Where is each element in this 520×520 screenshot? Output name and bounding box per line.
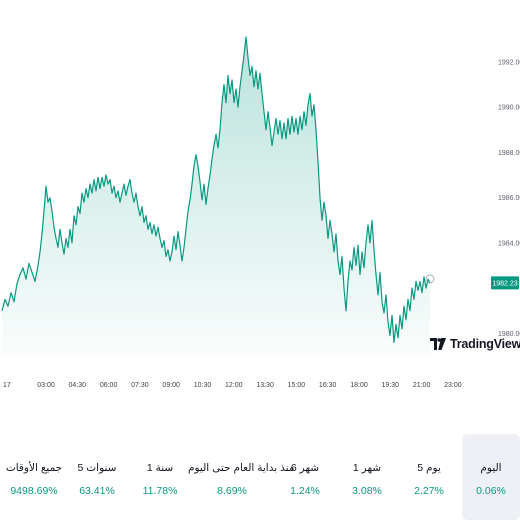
tradingview-logo[interactable]: TradingView (430, 333, 520, 355)
x-tick-label: 10:30 (194, 382, 212, 389)
price-area-fill (2, 37, 430, 356)
period-all-time[interactable]: جميع الأوقات 9498.69% (0, 434, 68, 520)
period-change: 63.41% (79, 485, 115, 497)
y-tick-label: 1990.00 (498, 105, 520, 112)
price-chart[interactable]: 1992.00 1990.00 1988.00 1986.00 1984.00 1980.… (0, 0, 520, 400)
x-tick-label: 17 (3, 382, 11, 389)
period-label: 6 شهر (290, 462, 320, 474)
period-change: 3.08% (352, 485, 382, 497)
x-tick-label: 12:00 (225, 382, 243, 389)
x-tick-label: 03:00 (37, 382, 55, 389)
period-ytd[interactable]: منذ بداية العام حتى اليوم 8.69% (188, 434, 295, 520)
period-label: منذ بداية العام حتى اليوم (188, 462, 295, 474)
x-tick-label: 16:30 (319, 382, 337, 389)
tradingview-logo-icon (430, 338, 446, 350)
x-tick-label: 06:00 (100, 382, 118, 389)
x-tick-label: 13:30 (256, 382, 274, 389)
period-5-day[interactable]: 5 يوم 2.27% (400, 434, 458, 520)
x-axis: 17 03:00 04:30 06:00 07:30 09:00 10:30 12:00 13:… (3, 382, 462, 389)
period-change: 11.78% (142, 485, 178, 497)
price-line (1, 36, 431, 343)
x-tick-label: 07:30 (131, 382, 149, 389)
y-tick-label: 1984.00 (498, 240, 520, 247)
x-tick-label: 23:00 (444, 382, 462, 389)
period-change: 8.69% (217, 485, 247, 497)
y-tick-label: 1980.00 (498, 331, 520, 338)
period-label: 5 يوم (417, 462, 441, 474)
x-tick-label: 15:00 (288, 382, 306, 389)
x-tick-label: 09:00 (162, 382, 180, 389)
x-tick-label: 19:30 (382, 382, 400, 389)
y-tick-label: 1992.00 (498, 59, 520, 66)
period-change: 1.24% (290, 485, 320, 497)
period-change: 0.06% (476, 485, 506, 497)
x-tick-label: 18:00 (350, 382, 368, 389)
last-price-marker (425, 274, 435, 284)
period-change: 2.27% (414, 485, 444, 497)
x-tick-label: 21:00 (413, 382, 431, 389)
y-tick-label: 1986.00 (498, 195, 520, 202)
y-axis: 1992.00 1990.00 1988.00 1986.00 1984.00 1980.… (498, 59, 520, 337)
last-price-label: 1982.23 (492, 280, 517, 287)
last-price-badge: 1982.23 (491, 276, 519, 290)
period-1-year[interactable]: 1 سنة 11.78% (132, 434, 188, 520)
period-label: جميع الأوقات (5, 462, 63, 474)
period-label: 1 سنة (146, 462, 174, 474)
period-label: 5 سنوات (77, 462, 117, 474)
x-tick-label: 04:30 (69, 382, 87, 389)
period-change: 9498.69% (10, 485, 58, 497)
period-label: اليوم (480, 462, 502, 474)
performance-periods: اليوم 0.06% 5 يوم 2.27% 1 شهر 3.08% 6 شه… (0, 434, 520, 520)
y-tick-label: 1988.00 (498, 150, 520, 157)
tradingview-logo-text: TradingView (450, 337, 520, 351)
period-5-years[interactable]: 5 سنوات 63.41% (64, 434, 130, 520)
period-6-month[interactable]: 6 شهر 1.24% (276, 434, 334, 520)
period-label: 1 شهر (352, 462, 382, 474)
period-1-month[interactable]: 1 شهر 3.08% (338, 434, 396, 520)
period-today[interactable]: اليوم 0.06% (462, 434, 520, 520)
